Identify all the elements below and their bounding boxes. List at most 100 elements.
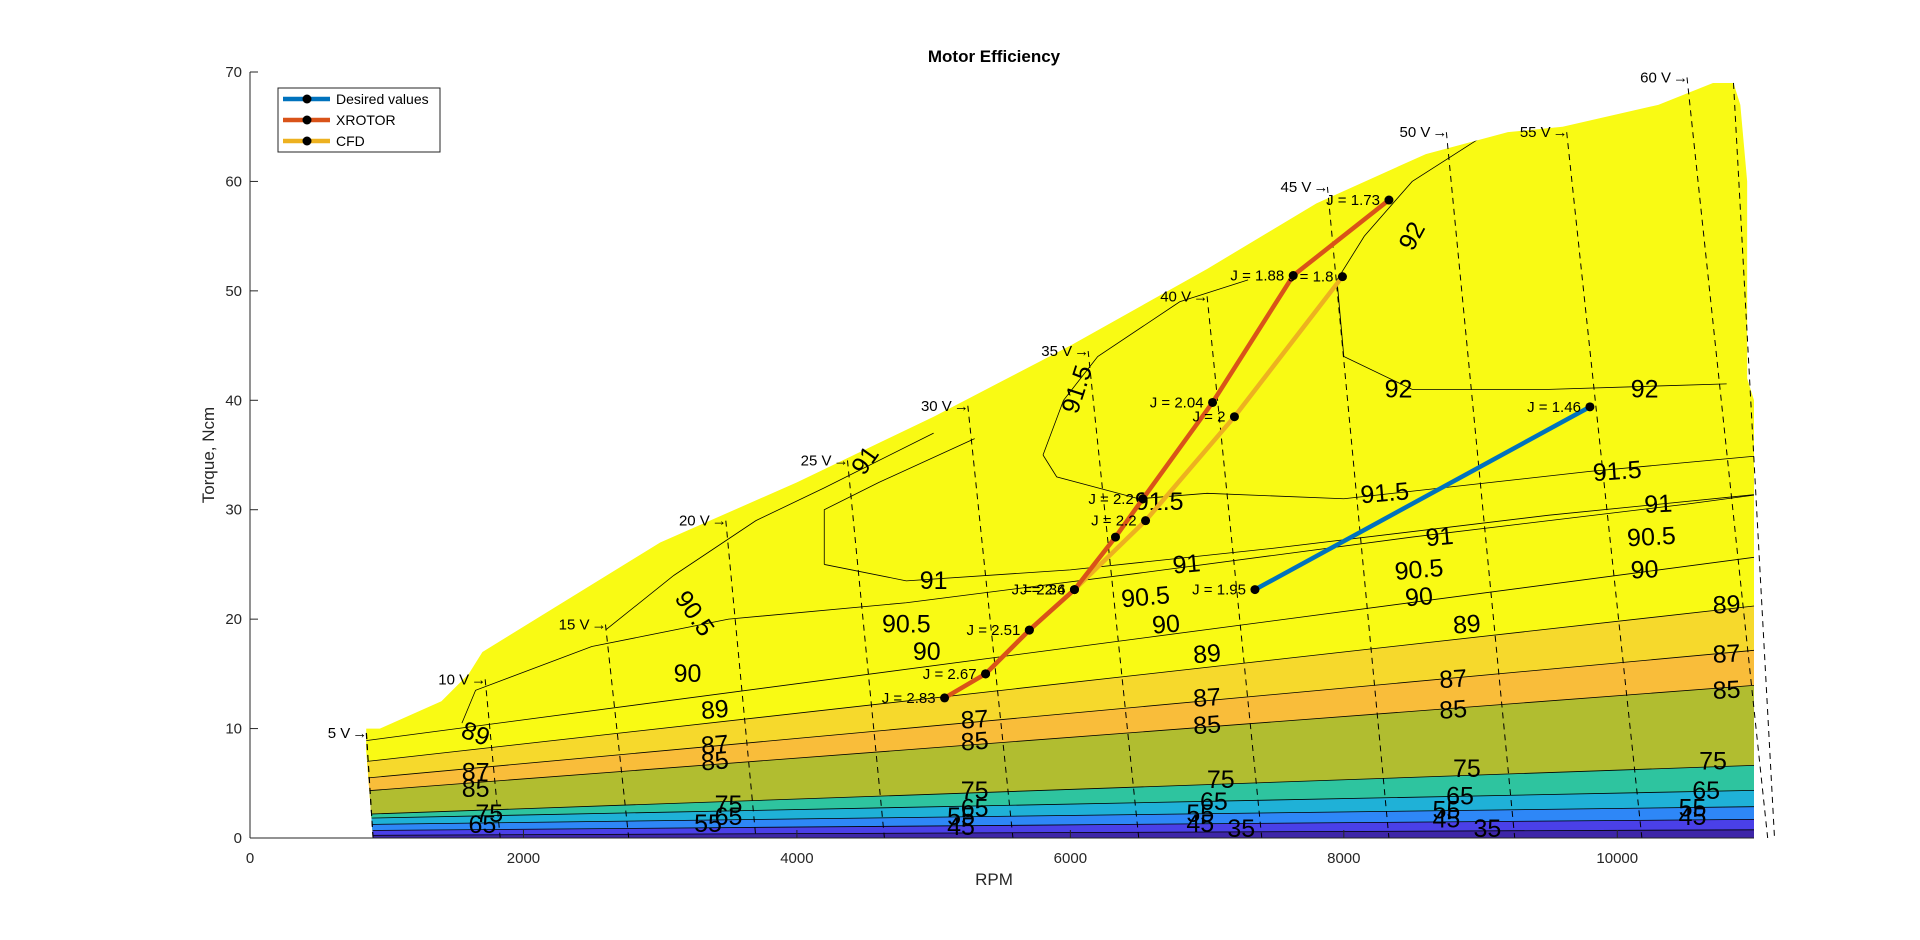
data-point xyxy=(1585,402,1595,412)
point-label: J = 1.73 xyxy=(1326,192,1380,209)
data-point xyxy=(1110,532,1120,542)
contour-label: 65 xyxy=(1200,788,1228,816)
contour-label: 89 xyxy=(700,695,730,725)
contour-label: 55 xyxy=(1186,800,1214,828)
data-point xyxy=(1250,585,1260,595)
data-point xyxy=(1069,585,1079,595)
contour-label: 89 xyxy=(1712,590,1741,619)
contour-label: 91 xyxy=(1424,522,1454,552)
contour-label: 90 xyxy=(1404,582,1434,612)
contour-line xyxy=(366,643,1754,783)
point-label: J = 2.83 xyxy=(882,690,936,707)
contour-label: 65 xyxy=(715,803,743,831)
voltage-label: 5 V xyxy=(328,725,351,742)
contour-label: 90.5 xyxy=(1120,581,1171,613)
legend-marker xyxy=(302,136,312,146)
voltage-line-stroke xyxy=(484,679,501,839)
contour-line xyxy=(366,805,1754,826)
contour-line xyxy=(1336,279,1727,390)
y-tick-label: 70 xyxy=(225,64,242,81)
contour-line xyxy=(366,788,1754,820)
legend-label: Desired values xyxy=(336,91,429,107)
contour-label: 55 xyxy=(694,810,722,838)
voltage-line: 35 V → xyxy=(1041,343,1140,839)
voltage-line-stroke xyxy=(1566,132,1643,839)
point-label: J = 2.2 xyxy=(1091,513,1136,530)
contour-label: 92 xyxy=(1631,375,1659,403)
data-point xyxy=(1208,397,1218,407)
voltage-label: 60 V xyxy=(1640,69,1671,86)
y-axis-title: Torque, Ncm xyxy=(199,407,218,503)
x-tick-label: 6000 xyxy=(1054,850,1087,867)
voltage-arrow-icon: → xyxy=(471,671,486,688)
voltage-arrow-icon: → xyxy=(591,617,606,634)
contour-line xyxy=(1042,454,1754,500)
point-label: J = 1.95 xyxy=(1192,582,1246,599)
point-label: J = 2.2 xyxy=(1088,491,1133,508)
legend-entry: CFD xyxy=(283,133,365,149)
contour-label: 75 xyxy=(475,800,503,828)
data-point xyxy=(1141,516,1151,526)
contour-label: 91.5 xyxy=(1359,477,1410,509)
contour-label: 45 xyxy=(947,813,975,841)
point-label: J = 1.8 xyxy=(1288,269,1333,286)
voltage-arrow-icon: → xyxy=(833,452,848,469)
voltage-line: 50 V → xyxy=(1400,124,1516,839)
x-axis-title: RPM xyxy=(975,870,1013,889)
point-label: J = 2.4 xyxy=(1020,582,1065,599)
contour-label: 65 xyxy=(961,794,989,822)
contour-bands xyxy=(366,82,1754,838)
y-tick-label: 30 xyxy=(225,502,242,519)
envelope-edge-right xyxy=(1732,82,1776,839)
legend-entry: Desired values xyxy=(283,91,429,107)
contour-label: 45 xyxy=(1186,810,1214,838)
voltage-arrow-icon: → xyxy=(1432,124,1447,141)
x-tick-label: 4000 xyxy=(780,850,813,867)
contour-label: 90 xyxy=(1630,555,1659,584)
data-point xyxy=(1288,271,1298,281)
contour-line xyxy=(366,679,1754,795)
data-point xyxy=(1024,625,1034,635)
y-tick-label: 60 xyxy=(225,173,242,190)
voltage-line: 55 V → xyxy=(1520,124,1643,839)
contour-line xyxy=(605,432,934,631)
contour-line xyxy=(1042,279,1249,456)
contour-label: 87 xyxy=(1712,639,1741,668)
contour-label: 75 xyxy=(1453,755,1481,783)
voltage-line-stroke xyxy=(1087,350,1140,839)
point-label: J = 2.36 xyxy=(1012,582,1066,599)
data-point xyxy=(1138,494,1148,504)
contour-label: 91 xyxy=(1644,490,1673,519)
contour-line xyxy=(823,438,975,565)
contour-label: 75 xyxy=(715,791,743,819)
x-tick-label: 2000 xyxy=(507,850,540,867)
contour-label: 85 xyxy=(1712,676,1741,705)
contour-label: 89 xyxy=(1192,639,1222,669)
contour-label: 85 xyxy=(1192,710,1222,740)
series-layer: J = 2.4J = 2.2J = 2J = 1.8J = 2.83J = 2.… xyxy=(882,192,1595,707)
voltage-label: 55 V xyxy=(1520,124,1551,141)
voltage-arrow-icon: → xyxy=(712,513,727,530)
voltage-line: 45 V → xyxy=(1281,179,1390,839)
contour-label: 35 xyxy=(1473,815,1501,843)
legend-label: CFD xyxy=(336,133,365,149)
contour-label: 90 xyxy=(913,638,941,666)
contour-label: 92 xyxy=(1385,375,1413,403)
contour-label: 45 xyxy=(1679,803,1707,831)
voltage-line: 60 V → xyxy=(1640,69,1769,839)
contour-line xyxy=(824,492,1754,582)
contour-label: 55 xyxy=(1432,797,1460,825)
contour-label: 55 xyxy=(1679,794,1707,822)
data-point xyxy=(1337,272,1347,282)
y-tick-label: 10 xyxy=(225,721,242,738)
data-point xyxy=(940,693,950,703)
voltage-label: 30 V xyxy=(921,398,952,415)
voltage-line-stroke xyxy=(1445,132,1516,839)
voltage-line-stroke xyxy=(725,520,757,839)
voltage-line: 25 V → xyxy=(801,452,885,839)
voltage-line: 40 V → xyxy=(1160,288,1263,839)
voltage-label: 45 V xyxy=(1281,179,1312,196)
contour-label: 75 xyxy=(1207,766,1235,794)
data-point xyxy=(981,669,991,679)
